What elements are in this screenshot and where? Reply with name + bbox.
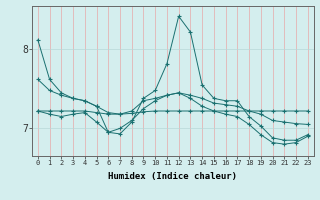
X-axis label: Humidex (Indice chaleur): Humidex (Indice chaleur) bbox=[108, 172, 237, 181]
